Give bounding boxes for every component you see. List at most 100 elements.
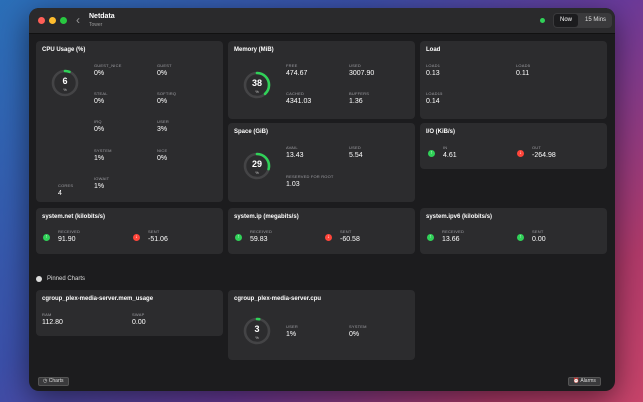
gauge-unit: % — [255, 170, 259, 175]
card-title: Memory (MiB) — [234, 47, 274, 53]
field-value: 0% — [157, 70, 168, 77]
card-title: cgroup_plex-media-server.cpu — [234, 296, 322, 302]
received-value: 13.66 — [442, 236, 460, 243]
field-value: 1% — [286, 331, 297, 338]
received-label: RECEIVED — [250, 229, 273, 234]
field-label: SWAP — [132, 312, 145, 317]
field-value: 5.54 — [349, 152, 363, 159]
alarm-clock-icon: ⏰ — [573, 378, 580, 384]
sent-value: -60.58 — [340, 236, 360, 243]
field-label: BUFFERS — [349, 91, 370, 96]
field-value: 0.11 — [516, 70, 530, 77]
field-value: 0.00 — [132, 319, 146, 326]
in-label: IN — [443, 145, 448, 150]
system-ipv6-card[interactable]: system.ipv6 (kilobits/s) ↑ RECEIVED 13.6… — [420, 208, 607, 254]
live-status-dot — [540, 18, 545, 23]
sent-label: SENT — [148, 229, 160, 234]
received-value: 91.90 — [58, 236, 76, 243]
close-window-button[interactable] — [38, 17, 45, 24]
back-chevron-icon[interactable]: ‹ — [76, 13, 80, 27]
field-label: SYSTEM — [349, 324, 367, 329]
field-label: NICE — [157, 148, 168, 153]
out-value: -264.98 — [532, 152, 556, 159]
field-label: LOAD1 — [426, 63, 441, 68]
field-value: 1% — [94, 155, 105, 162]
gauge-unit: % — [63, 87, 67, 92]
plex-cpu-card[interactable]: cgroup_plex-media-server.cpu 3 % USER 1%… — [228, 290, 415, 360]
pin-icon — [36, 276, 42, 282]
field-value: 0.14 — [426, 98, 440, 105]
received-value: 59.83 — [250, 236, 268, 243]
received-label: RECEIVED — [442, 229, 465, 234]
field-label: USER — [286, 324, 298, 329]
gauge-unit: % — [255, 89, 259, 94]
gauge-value: 29 — [251, 159, 262, 169]
card-title: cgroup_plex-media-server.mem_usage — [42, 296, 154, 302]
memory-card[interactable]: Memory (MiB) 38 % FREE 474.67 USED 3007.… — [228, 41, 415, 119]
system-ip-card[interactable]: system.ip (megabits/s) ↑ RECEIVED 59.83 … — [228, 208, 415, 254]
field-value: 474.67 — [286, 70, 308, 77]
in-value: 4.61 — [443, 152, 457, 159]
field-label: RESERVED FOR ROOT — [286, 174, 334, 179]
field-label: IOWAIT — [94, 176, 110, 181]
sent-label: SENT — [532, 229, 544, 234]
card-title: system.net (kilobits/s) — [42, 214, 106, 220]
app-subtitle: Tower — [89, 22, 103, 28]
range-button[interactable]: 15 Mins — [585, 17, 607, 23]
alarms-label: Alarms — [580, 378, 596, 384]
field-value: 1.36 — [349, 98, 363, 105]
card-title: Space (GiB) — [234, 129, 269, 135]
load-card[interactable]: Load LOAD1 0.13 LOAD5 0.11 LOAD15 0.14 — [420, 41, 607, 119]
card-title: CPU Usage (%) — [42, 47, 86, 53]
arrow-down-icon: ↓ — [517, 150, 524, 157]
charts-button[interactable]: ◷ Charts — [38, 377, 69, 386]
field-value: 13.43 — [286, 152, 304, 159]
arrow-up-icon: ↑ — [428, 150, 435, 157]
card-title: Load — [426, 47, 441, 53]
sent-value: 0.00 — [532, 236, 546, 243]
field-label: IRQ — [94, 119, 102, 124]
alarms-button[interactable]: ⏰ Alarms — [568, 377, 601, 386]
field-value: 0% — [94, 70, 105, 77]
clock-icon: ◷ — [43, 378, 48, 384]
field-value: 1% — [94, 183, 105, 190]
time-range-selector: Now 15 Mins — [553, 13, 613, 28]
gauge-unit: % — [255, 335, 259, 340]
field-value: 0% — [94, 126, 105, 133]
field-label: CACHED — [286, 91, 305, 96]
field-value: 1.03 — [286, 181, 300, 188]
minimize-window-button[interactable] — [49, 17, 56, 24]
card-title: system.ip (megabits/s) — [234, 214, 299, 220]
gauge-value: 6 — [62, 76, 68, 86]
field-label: LOAD5 — [516, 63, 531, 68]
field-value: 0% — [157, 98, 168, 105]
system-net-card[interactable]: system.net (kilobits/s) ↑ RECEIVED 91.90… — [36, 208, 223, 254]
title-bar: ‹ Netdata Tower Now 15 Mins — [29, 8, 615, 34]
field-label: USER — [157, 119, 169, 124]
field-label: STEAL — [94, 91, 108, 96]
plex-cpu-gauge: 3 % — [242, 316, 272, 346]
field-label: AVAIL — [286, 145, 298, 150]
cpu-usage-card[interactable]: CPU Usage (%) 6 % CORES 4 GUEST_NICE 0% … — [36, 41, 223, 202]
cores-value: 4 — [58, 190, 62, 197]
field-value: 3007.90 — [349, 70, 375, 77]
zoom-window-button[interactable] — [60, 17, 67, 24]
field-value: 0.13 — [426, 70, 440, 77]
field-label: GUEST — [157, 63, 172, 68]
space-card[interactable]: Space (GiB) 29 % AVAIL 13.43 USED 5.54 R… — [228, 123, 415, 202]
plex-mem-usage-card[interactable]: cgroup_plex-media-server.mem_usage RAM 1… — [36, 290, 223, 336]
arrow-up-icon: ↑ — [235, 234, 242, 241]
cores-label: CORES — [58, 183, 74, 188]
io-card[interactable]: I/O (KiB/s) ↑ IN 4.61 ↓ OUT -264.98 — [420, 123, 607, 169]
field-label: FREE — [286, 63, 298, 68]
field-value: 3% — [157, 126, 168, 133]
sent-value: -51.06 — [148, 236, 168, 243]
field-label: SYSTEM — [94, 148, 112, 153]
card-title: I/O (KiB/s) — [426, 129, 456, 135]
now-button[interactable]: Now — [554, 14, 579, 27]
field-label: USED — [349, 63, 361, 68]
field-label: LOAD15 — [426, 91, 443, 96]
field-label: SOFTIRQ — [157, 91, 177, 96]
field-value: 0% — [349, 331, 360, 338]
card-title: system.ipv6 (kilobits/s) — [426, 214, 493, 220]
